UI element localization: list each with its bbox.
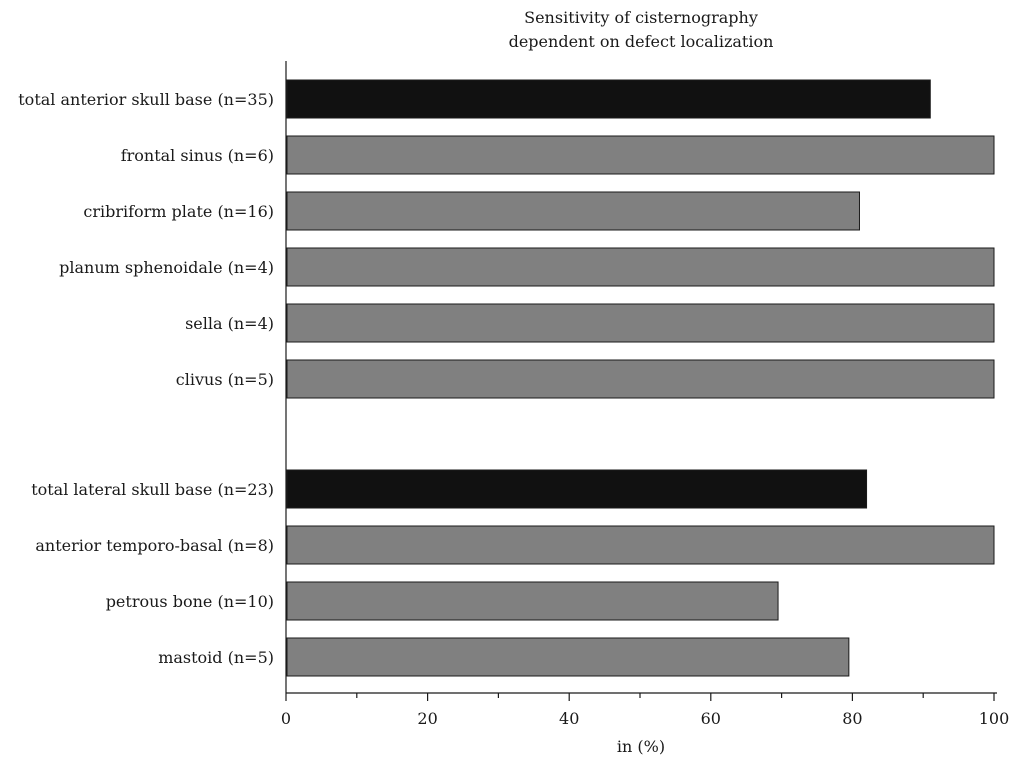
category-label: clivus (n=5): [176, 370, 274, 389]
subgroup-bar: [286, 303, 995, 343]
x-tick-label: 80: [842, 709, 862, 728]
x-tick-label: 100: [979, 709, 1009, 728]
category-label: cribriform plate (n=16): [83, 202, 274, 221]
chart-title-line-2: dependent on defect localization: [509, 32, 774, 51]
category-label: frontal sinus (n=6): [121, 146, 274, 165]
subgroup-bar: [286, 637, 850, 677]
subgroup-bar: [286, 359, 995, 399]
bars-layer: [286, 79, 995, 677]
chart-title: Sensitivity of cisternography dependent …: [509, 8, 774, 51]
subgroup-bar: [286, 135, 995, 175]
x-axis-title: in (%): [617, 737, 665, 756]
chart-title-line-1: Sensitivity of cisternography: [524, 8, 758, 27]
category-label: mastoid (n=5): [158, 648, 274, 667]
category-labels: total anterior skull base (n=35) frontal …: [18, 90, 274, 667]
subgroup-bar: [286, 525, 995, 565]
subgroup-bar: [286, 191, 860, 231]
category-label: total anterior skull base (n=35): [18, 90, 274, 109]
category-label: petrous bone (n=10): [106, 592, 274, 611]
x-ticks: 0 20 40 60 80 100: [281, 693, 1009, 728]
subgroup-bar: [286, 247, 995, 287]
category-label: planum sphenoidale (n=4): [59, 258, 274, 277]
total-bar: [286, 469, 868, 509]
subgroup-bar: [286, 581, 779, 621]
category-label: total lateral skull base (n=23): [31, 480, 274, 499]
x-tick-label: 0: [281, 709, 291, 728]
total-bar: [286, 79, 931, 119]
x-tick-label: 20: [417, 709, 437, 728]
x-tick-label: 60: [701, 709, 721, 728]
axes-layer: [285, 61, 997, 694]
category-label: sella (n=4): [185, 314, 274, 333]
x-tick-label: 40: [559, 709, 579, 728]
category-label: anterior temporo-basal (n=8): [35, 536, 274, 555]
